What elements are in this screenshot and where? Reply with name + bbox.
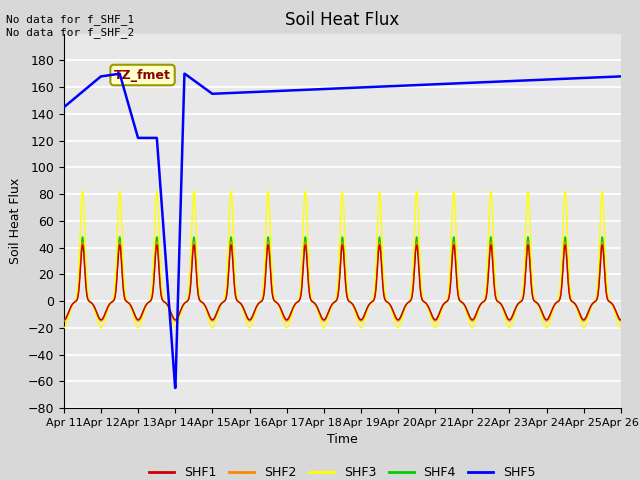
Text: TZ_fmet: TZ_fmet <box>114 69 171 82</box>
Legend: SHF1, SHF2, SHF3, SHF4, SHF5: SHF1, SHF2, SHF3, SHF4, SHF5 <box>144 461 541 480</box>
Title: Soil Heat Flux: Soil Heat Flux <box>285 11 399 29</box>
Text: No data for f_SHF_1
No data for f_SHF_2: No data for f_SHF_1 No data for f_SHF_2 <box>6 14 134 38</box>
Y-axis label: Soil Heat Flux: Soil Heat Flux <box>9 178 22 264</box>
X-axis label: Time: Time <box>327 433 358 446</box>
